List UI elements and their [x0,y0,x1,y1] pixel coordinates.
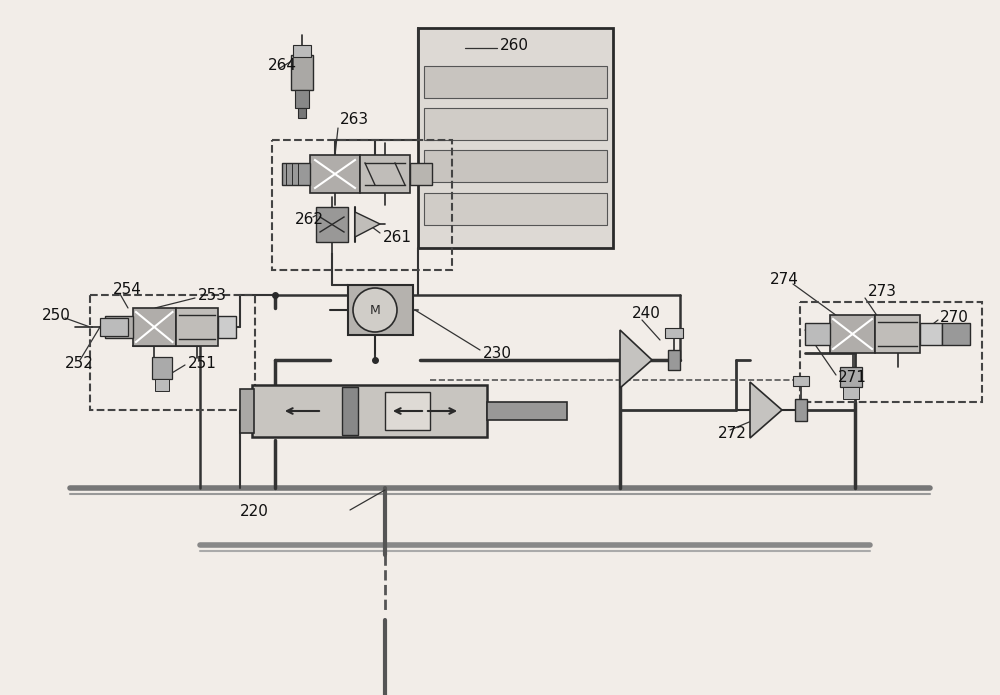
Bar [942,323,970,345]
Text: 272: 272 [718,425,747,441]
Bar [418,28,613,248]
Bar [176,308,218,346]
Text: 262: 262 [295,213,324,227]
Bar [800,302,982,402]
Text: 251: 251 [188,356,217,370]
Bar [843,387,859,399]
Text: M: M [370,304,380,316]
Bar [668,350,680,370]
Circle shape [353,288,397,332]
Bar [793,376,809,386]
Bar [100,318,128,336]
Bar [385,392,430,430]
Bar [133,308,176,346]
Bar [152,357,172,379]
Text: 250: 250 [42,309,71,323]
Bar [295,90,309,108]
Bar [410,163,432,185]
Text: 273: 273 [868,284,897,300]
Bar [840,367,862,387]
Bar [360,155,410,193]
Bar [920,323,942,345]
Text: 271: 271 [838,370,867,386]
Bar [342,387,358,435]
Bar [105,316,133,338]
Bar [424,150,607,182]
Bar [293,45,311,57]
Text: 230: 230 [483,345,512,361]
Polygon shape [750,382,782,438]
Bar [875,315,920,353]
Text: 270: 270 [940,311,969,325]
Bar [424,193,607,225]
Bar [291,55,313,90]
Bar [424,66,607,98]
Bar [240,389,254,433]
Text: 263: 263 [340,113,369,127]
Bar [282,163,310,185]
Text: 260: 260 [500,38,529,54]
Bar [795,399,807,421]
Bar [487,402,567,420]
Bar [316,207,348,242]
Bar [665,328,683,338]
Bar [298,108,306,118]
Polygon shape [620,330,652,388]
Text: 220: 220 [240,505,269,519]
Bar [348,285,413,335]
Bar [90,295,255,410]
Bar [155,379,169,391]
Bar [424,108,607,140]
Text: 253: 253 [198,288,227,302]
Bar [252,385,487,437]
Text: 240: 240 [632,306,661,320]
Text: 252: 252 [65,356,94,370]
Text: 261: 261 [383,229,412,245]
Text: 254: 254 [113,282,142,297]
Bar [310,155,360,193]
Text: 274: 274 [770,272,799,288]
Bar [218,316,236,338]
Bar [272,140,452,270]
Text: 264: 264 [268,58,297,74]
Bar [830,315,875,353]
Bar [805,323,830,345]
Polygon shape [355,212,380,237]
